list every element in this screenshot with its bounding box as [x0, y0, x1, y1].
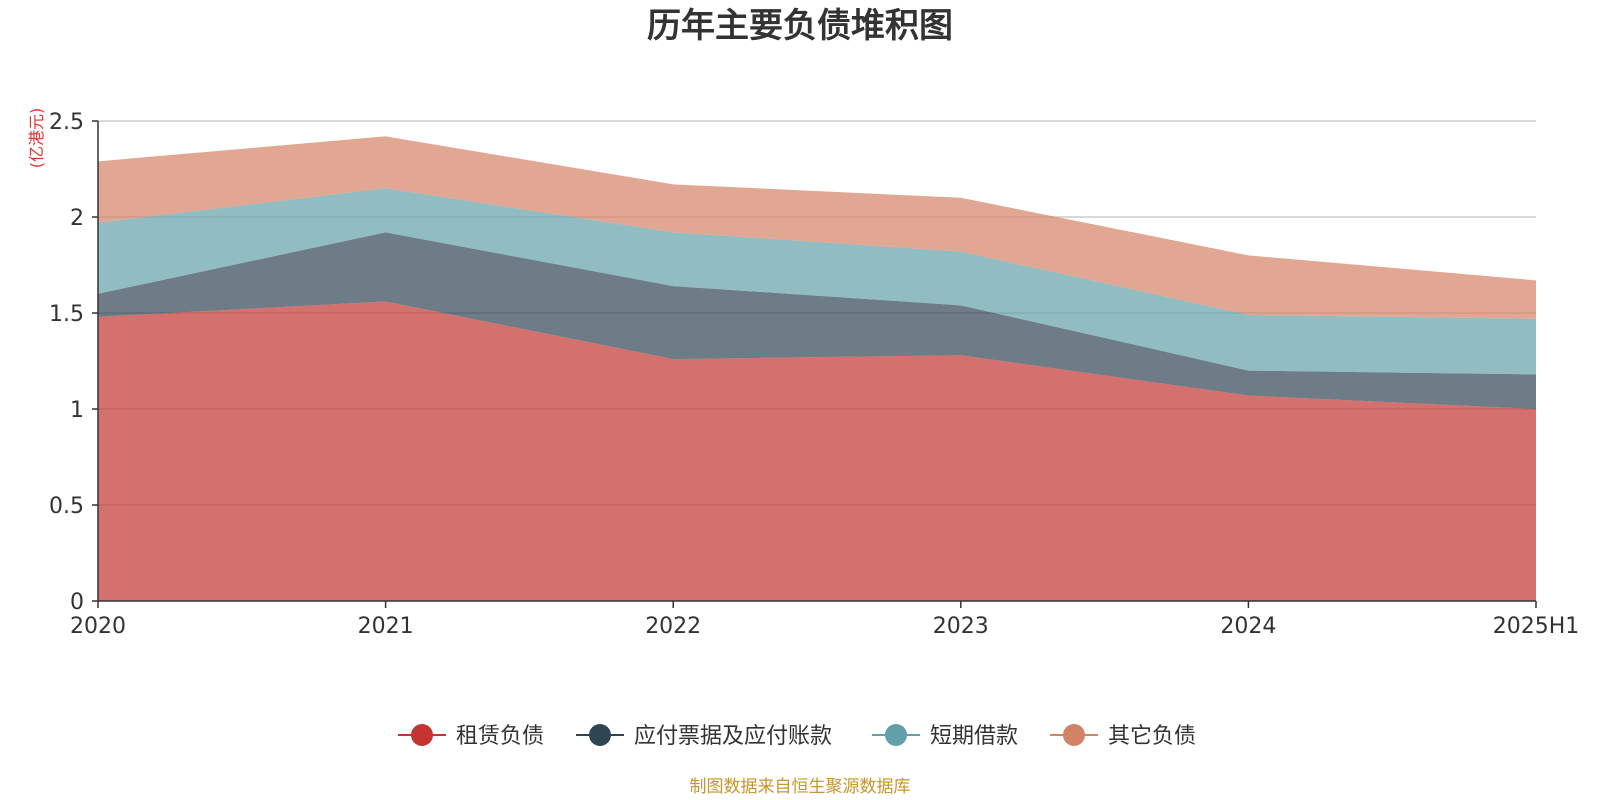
- y-tick-label-3: 1.5: [49, 302, 84, 327]
- area-series-group: [98, 136, 1536, 601]
- area-series-0: [98, 301, 1536, 601]
- legend-marker-3: [1063, 724, 1085, 746]
- legend-marker-2: [885, 724, 907, 746]
- axes: 0 0.5 1 1.5 2 2.5 2020 2021 2022 2023 2024 2025H1: [49, 110, 1579, 639]
- area-series-2: [98, 188, 1536, 375]
- x-tick-label-0: 2020: [70, 614, 126, 639]
- y-tick-label-1: 0.5: [49, 494, 84, 519]
- legend-marker-0: [411, 724, 433, 746]
- area-series-1: [98, 232, 1536, 409]
- legend-item-3: 其它负债: [1050, 724, 1196, 749]
- x-tick-label-3: 2023: [933, 614, 989, 639]
- y-tick-label-5: 2.5: [49, 110, 84, 135]
- legend-label-3: 其它负债: [1108, 724, 1196, 749]
- legend-item-2: 短期借款: [872, 724, 1018, 749]
- legend-item-0: 租赁负债: [398, 724, 544, 749]
- legend-label-1: 应付票据及应付账款: [634, 724, 832, 749]
- y-tick-label-0: 0: [70, 590, 84, 615]
- x-tick-label-4: 2024: [1220, 614, 1276, 639]
- x-tick-label-1: 2021: [358, 614, 414, 639]
- chart-title: 历年主要负债堆积图: [647, 6, 953, 46]
- y-axis-unit-label: (亿港元): [27, 108, 46, 169]
- x-tick-label-2: 2022: [645, 614, 701, 639]
- y-tick-label-2: 1: [70, 398, 84, 423]
- legend-item-1: 应付票据及应付账款: [576, 724, 832, 749]
- legend-label-2: 短期借款: [930, 724, 1018, 749]
- legend-marker-1: [589, 724, 611, 746]
- y-tick-label-4: 2: [70, 206, 84, 231]
- data-source-footer: 制图数据来自恒生聚源数据库: [690, 777, 911, 797]
- legend: 租赁负债 应付票据及应付账款 短期借款 其它负债: [398, 724, 1196, 749]
- x-tick-label-5: 2025H1: [1493, 614, 1580, 639]
- legend-label-0: 租赁负债: [456, 724, 544, 749]
- area-series-3: [98, 136, 1536, 319]
